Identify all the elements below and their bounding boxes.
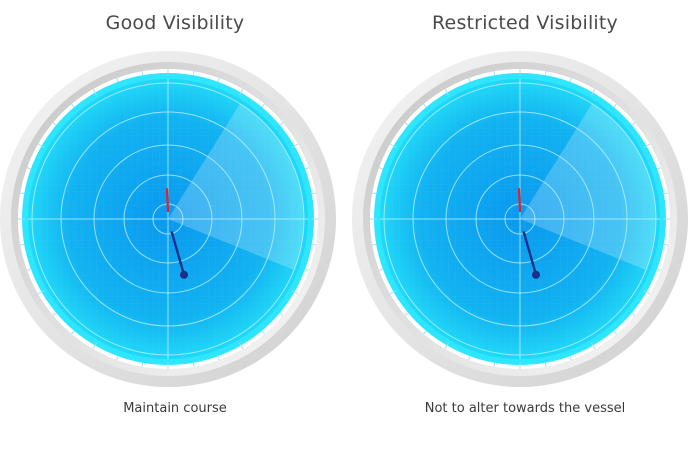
bearing-tick	[591, 342, 596, 350]
bearing-tick	[631, 312, 636, 316]
bearing-tick	[444, 342, 449, 350]
bearing-tick	[378, 167, 383, 170]
bearing-tick	[141, 71, 144, 76]
bearing-tick	[291, 143, 299, 148]
bearing-tick	[591, 88, 596, 96]
bearing-tick	[444, 88, 449, 96]
bearing-tick	[372, 192, 377, 195]
bearing-tick	[311, 243, 316, 246]
bearing-tick	[92, 88, 97, 96]
bearing-tick	[423, 103, 427, 108]
bearing-tick	[423, 330, 427, 335]
bearing-tick	[192, 71, 195, 76]
bearing-tick	[468, 356, 471, 361]
heading-line	[165, 187, 170, 213]
target-vessel	[179, 270, 188, 279]
bearing-tick	[657, 268, 662, 271]
bearing-tick	[217, 356, 220, 361]
bearing-tick	[279, 122, 284, 126]
bearing-tick	[141, 362, 144, 367]
bearing-tick	[116, 77, 119, 82]
bearing-tick	[305, 268, 310, 271]
radar-display	[352, 51, 688, 387]
bearing-tick	[37, 143, 45, 148]
bearing-tick	[493, 71, 496, 76]
bearing-tick	[613, 330, 617, 335]
bearing-tick	[631, 122, 636, 126]
bearing-tick	[52, 312, 57, 316]
radar-graphic	[352, 51, 688, 387]
radar-panel-restricted-visibility: Restricted Visibility Not to alter towar…	[350, 0, 700, 460]
bearing-tick	[239, 342, 244, 350]
bearing-tick	[26, 268, 31, 271]
radar-graphic	[0, 51, 336, 387]
bearing-tick	[544, 362, 547, 367]
bearing-tick	[71, 103, 75, 108]
bearing-tick	[305, 167, 310, 170]
panel-title: Good Visibility	[105, 12, 245, 34]
bearing-tick	[378, 268, 383, 271]
bearing-tick	[37, 290, 45, 295]
panel-title: Restricted Visibility	[432, 12, 618, 34]
bearing-tick	[372, 243, 377, 246]
bearing-tick	[613, 103, 617, 108]
radar-display	[0, 51, 336, 387]
bearing-tick	[311, 192, 316, 195]
panel-caption: Maintain course	[123, 401, 227, 416]
bearing-tick	[404, 122, 409, 126]
bearing-tick	[389, 143, 397, 148]
bearing-tick	[657, 167, 662, 170]
target-vessel	[531, 270, 540, 279]
target-vector	[522, 231, 538, 276]
bearing-tick	[192, 362, 195, 367]
bearing-tick	[239, 88, 244, 96]
bearing-tick	[663, 243, 668, 246]
bearing-tick	[389, 290, 397, 295]
bearing-tick	[643, 290, 651, 295]
bearing-tick	[26, 167, 31, 170]
bearing-tick	[468, 77, 471, 82]
bearing-tick	[261, 103, 265, 108]
bearing-tick	[261, 330, 265, 335]
bearing-tick	[92, 342, 97, 350]
bearing-tick	[20, 243, 25, 246]
bearing-tick	[279, 312, 284, 316]
bearing-tick	[493, 362, 496, 367]
bearing-tick	[291, 290, 299, 295]
bearing-tick	[544, 71, 547, 76]
heading-line	[517, 187, 522, 213]
panel-caption: Not to alter towards the vessel	[424, 401, 626, 416]
bearing-tick	[52, 122, 57, 126]
bearing-tick	[71, 330, 75, 335]
radar-panel-good-visibility: Good Visibility Maintain course	[0, 12, 336, 416]
bearing-tick	[569, 356, 572, 361]
bearing-tick	[20, 192, 25, 195]
target-vector	[170, 231, 186, 276]
bearing-tick	[404, 312, 409, 316]
bearing-tick	[116, 356, 119, 361]
bearing-tick	[663, 192, 668, 195]
bearing-tick	[643, 143, 651, 148]
bearing-tick	[569, 77, 572, 82]
bearing-tick	[217, 77, 220, 82]
